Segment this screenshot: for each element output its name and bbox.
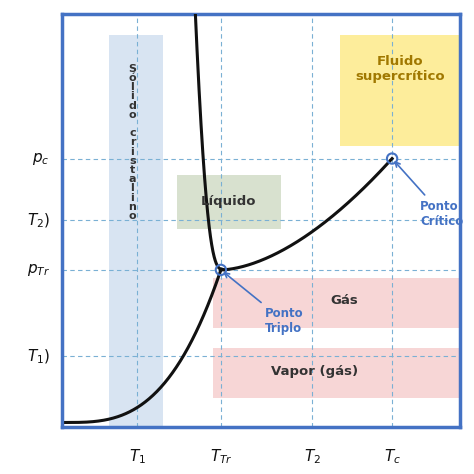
Text: Gás: Gás xyxy=(330,294,358,307)
Text: Ponto
Triplo: Ponto Triplo xyxy=(225,273,303,335)
Text: $T_2$: $T_2$ xyxy=(304,447,321,466)
Text: $T_2)$: $T_2)$ xyxy=(27,211,50,229)
Bar xyxy=(340,35,460,146)
Text: Vapor (gás): Vapor (gás) xyxy=(271,365,358,378)
Text: $T_c$: $T_c$ xyxy=(383,447,401,466)
Bar xyxy=(213,348,460,398)
Bar xyxy=(109,35,163,427)
Text: $p_{Tr}$: $p_{Tr}$ xyxy=(27,262,50,278)
Text: $T_{Tr}$: $T_{Tr}$ xyxy=(210,447,232,466)
Point xyxy=(217,266,225,273)
Text: $T_1)$: $T_1)$ xyxy=(27,347,50,366)
Bar xyxy=(177,175,281,228)
Point xyxy=(388,155,396,162)
Text: Ponto
Crítico: Ponto Crítico xyxy=(395,162,463,228)
Text: $T_1$: $T_1$ xyxy=(129,447,146,466)
Text: Fluido
supercrítico: Fluido supercrítico xyxy=(356,55,445,83)
Text: Líquido: Líquido xyxy=(201,195,256,209)
Text: S
ó
l
i
d
o
 
c
r
i
s
t
a
l
i
n
o: S ó l i d o c r i s t a l i n o xyxy=(128,64,137,221)
Text: $p_c$: $p_c$ xyxy=(32,151,50,166)
Bar xyxy=(213,278,460,328)
